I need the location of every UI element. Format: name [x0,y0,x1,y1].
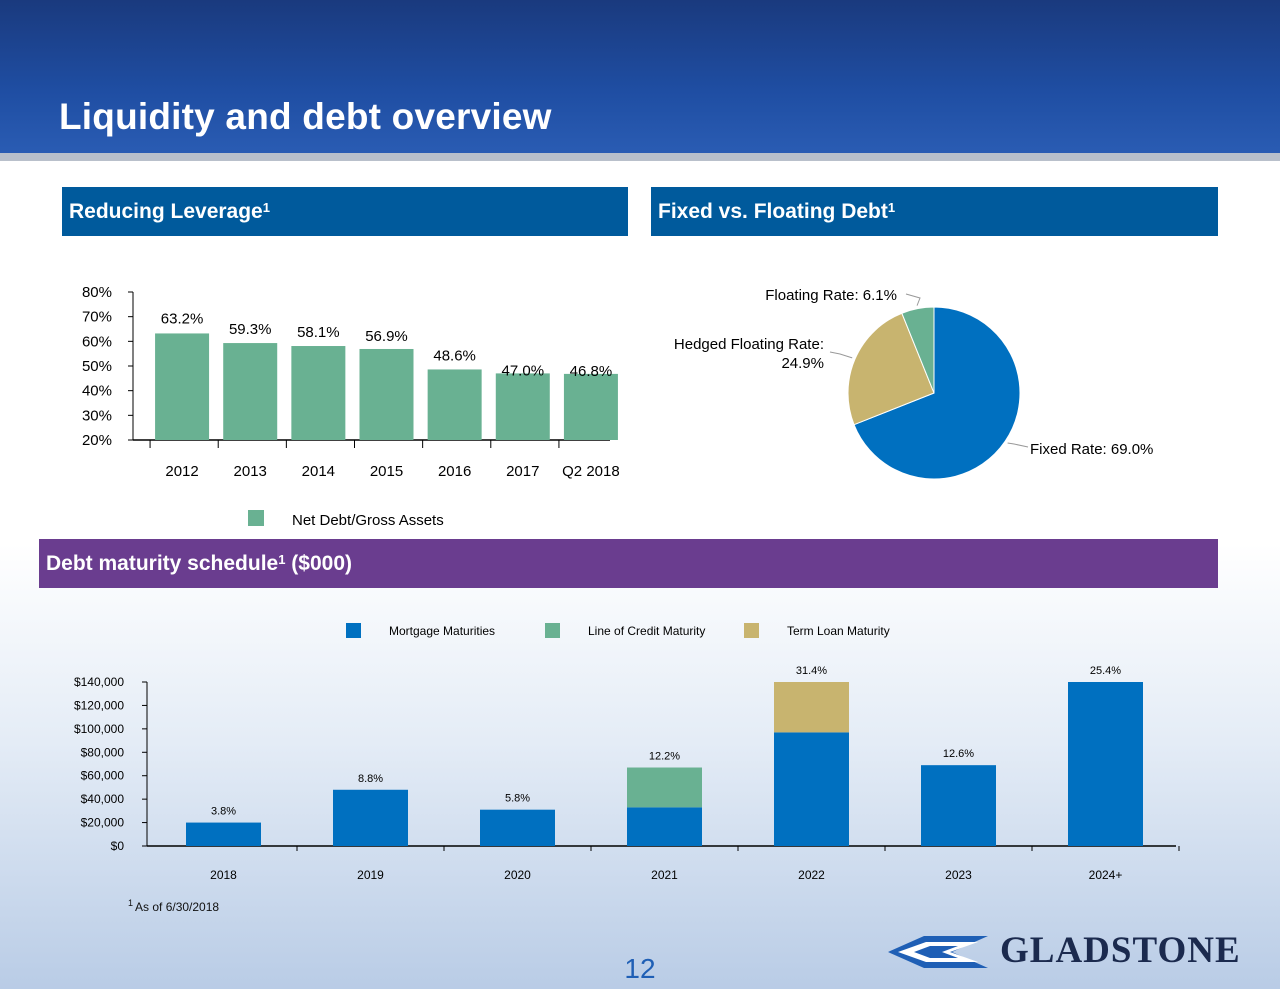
leader-line [829,351,853,359]
y-tick-label: 60% [82,333,112,350]
footnote-marker: 1 [128,898,134,908]
leverage-bar-chart: 80% 70% 60% 50% 40% 30% 20% 63.2% 2012 59.3% 2013 5… [82,284,620,529]
gladstone-logo-text: GLADSTONE [1000,930,1241,971]
bar-data-label: 56.9% [365,328,408,345]
y-tick-label: $40,000 [81,792,125,806]
legend-swatch [744,623,759,638]
pie-slice [853,306,1021,480]
y-tick-label: $100,000 [74,722,124,736]
x-tick-label: 2013 [234,463,267,480]
fixed-floating-pie-chart: Fixed Rate: 69.0% Hedged Floating Rate: 24… [674,287,1153,480]
x-tick-label: 2023 [945,868,972,882]
x-tick-label: 2015 [370,463,403,480]
leverage-bar [155,333,210,440]
maturity-bar-segment [1068,682,1143,846]
header-banner [0,0,1280,153]
page-number: 12 [624,953,656,984]
pie-label-hedged: Hedged Floating Rate: [674,336,824,353]
maturity-panel-units: ($000) [285,551,353,575]
legend-label: Mortgage Maturities [389,624,495,638]
legend-swatch [248,510,264,526]
bar-data-label: 5.8% [505,793,530,805]
y-tick-label: $120,000 [74,698,124,712]
y-tick-label: 20% [82,432,112,449]
x-tick-label: 2014 [302,463,335,480]
x-tick-label: 2021 [651,868,678,882]
legend-label: Net Debt/Gross Assets [292,512,444,529]
pie-label-floating: Floating Rate: 6.1% [765,287,897,304]
bar-data-label: 12.6% [943,748,974,760]
gladstone-logo-icon [888,936,988,968]
leader-line [905,293,921,306]
legend-label: Line of Credit Maturity [588,624,705,638]
legend-swatch [545,623,560,638]
fixed-floating-panel-header: Fixed vs. Floating Debt 1 [651,187,1218,236]
leverage-bar [291,346,346,440]
maturity-panel-header: Debt maturity schedule 1 ($000) [39,539,1218,588]
maturity-panel-title: Debt maturity schedule [46,551,279,575]
leverage-panel-title: Reducing Leverage [69,199,263,223]
y-tick-label: $0 [111,839,125,853]
maturity-bar-segment [480,809,555,846]
leverage-bar [495,373,550,440]
bar-data-label: 25.4% [1090,665,1121,677]
maturity-bar-segment [774,732,849,846]
x-tick-label: 2018 [210,868,237,882]
x-tick-label: 2022 [798,868,825,882]
leverage-bar [563,373,618,440]
x-tick-label: 2019 [357,868,384,882]
x-tick-label: Q2 2018 [562,463,620,480]
pie-label-hedged-value: 24.9% [781,355,824,372]
pie-slice [847,312,935,426]
leverage-footnote-ref: 1 [262,200,270,215]
footnote-text: As of 6/30/2018 [135,900,220,914]
maturity-bar-segment [333,789,408,846]
bar-data-label: 12.2% [649,751,680,763]
bar-data-label: 63.2% [161,310,204,327]
bar-data-label: 59.3% [229,321,272,338]
bar-data-label: 47.0% [502,362,545,379]
bar-data-label: 48.6% [433,347,476,364]
bar-data-label: 31.4% [796,665,827,677]
y-tick-label: 80% [82,284,112,301]
bar-data-label: 8.8% [358,773,383,785]
leverage-bar [359,348,414,440]
y-tick-label: 40% [82,383,112,400]
y-tick-label: $140,000 [74,675,124,689]
legend-swatch [346,623,361,638]
leverage-bar [223,343,278,440]
leader-line [1007,442,1029,448]
x-tick-label: 2020 [504,868,531,882]
x-tick-label: 2024+ [1089,868,1123,882]
maturity-bar-segment [186,822,261,846]
y-tick-label: $20,000 [81,816,125,830]
maturity-bar-segment [627,767,702,808]
y-tick-label: 70% [82,309,112,326]
fixed-floating-footnote-ref: 1 [887,200,896,215]
bar-data-label: 3.8% [211,806,236,818]
maturity-bar-segment [774,682,849,733]
maturity-bar-segment [627,807,702,846]
y-tick-label: 50% [82,358,112,375]
fixed-floating-panel-title: Fixed vs. Floating Debt [658,199,888,223]
bar-data-label: 58.1% [297,324,340,341]
pie-slice [901,306,935,394]
debt-maturity-bar-chart: $140,000 $120,000 $100,000 $80,000 $60,000 $4… [74,623,1180,882]
leverage-bar [427,369,482,440]
maturity-footnote-ref: 1 [278,552,286,567]
leverage-panel-header: Reducing Leverage 1 [62,187,628,236]
y-tick-label: $80,000 [81,745,125,759]
maturity-bar-segment [921,765,996,846]
bar-data-label: 46.8% [570,363,613,380]
page-title: Liquidity and debt overview [59,96,552,137]
y-tick-label: 30% [82,407,112,424]
x-tick-label: 2017 [506,463,539,480]
footnote: 1 As of 6/30/2018 [128,898,219,914]
x-tick-label: 2016 [438,463,471,480]
header-rule [0,153,1280,161]
legend-label: Term Loan Maturity [787,624,890,638]
x-tick-label: 2012 [165,463,198,480]
y-tick-label: $60,000 [81,769,125,783]
pie-label-fixed: Fixed Rate: 69.0% [1030,441,1153,458]
